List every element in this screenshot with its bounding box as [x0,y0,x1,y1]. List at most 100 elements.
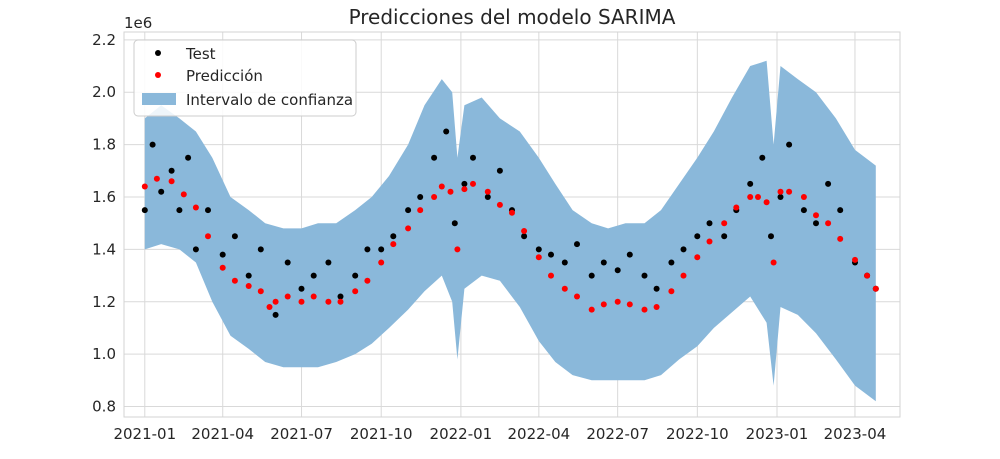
prediction-point [864,272,871,279]
test-point [777,194,784,200]
test-point [158,188,165,195]
prediction-point [626,301,633,308]
prediction-point [447,188,454,195]
test-point [176,207,183,214]
prediction-point [257,288,264,295]
prediction-point [192,204,199,211]
prediction-point [352,288,359,295]
x-tick-label: 2022-04 [508,425,571,443]
test-point [535,246,542,253]
test-point [800,207,807,214]
prediction-point [337,298,344,305]
test-point [706,220,713,227]
prediction-point [325,298,332,305]
prediction-point [521,228,528,234]
test-point [653,285,660,292]
test-point [484,194,491,200]
test-point [205,207,211,214]
prediction-point [813,212,819,219]
test-point [310,272,317,279]
prediction-point [168,178,175,185]
prediction-point [378,259,385,266]
prediction-point [461,186,468,193]
prediction-point [484,188,491,195]
test-point [141,207,148,214]
y-tick-label: 2.0 [92,83,116,101]
test-point [694,233,701,240]
prediction-point [614,298,621,305]
test-point [626,251,633,258]
test-point [786,141,793,148]
prediction-point [219,264,226,271]
prediction-point [509,209,515,216]
test-point [337,293,344,300]
prediction-point [548,272,554,279]
plot-frame [123,31,901,418]
x-tick-label: 2021-10 [350,425,413,443]
test-point [219,251,226,258]
legend-interval-patch [142,93,176,105]
prediction-point [755,194,761,200]
prediction-point [205,233,211,240]
prediction-points [141,175,879,313]
y-tick-label: 1.6 [92,188,116,206]
legend-test-marker [155,50,161,56]
prediction-point [641,306,648,313]
prediction-point [405,225,412,232]
x-tick-label: 2021-07 [270,425,333,443]
y-tick-label: 1.2 [92,293,116,311]
x-tick-labels: 2021-01 2021-04 2021-07 2021-10 2022-01 2022-… [113,425,886,443]
prediction-point [180,191,187,198]
chart-title: Predicciones del modelo SARIMA [349,5,676,29]
prediction-point [496,201,503,208]
prediction-point [284,293,291,300]
x-tick-label: 2021-01 [113,425,176,443]
prediction-point [694,254,701,261]
test-point [168,167,175,174]
test-point [614,267,621,274]
y-tick-label: 0.8 [92,398,116,416]
test-point [364,246,371,253]
prediction-point [588,306,595,313]
prediction-point [721,220,728,227]
prediction-point [245,283,252,289]
prediction-point [141,183,148,190]
x-tick-label: 2023-01 [746,425,809,443]
prediction-point [390,241,397,248]
test-point [431,154,438,161]
test-point [390,233,397,240]
test-point [298,285,305,292]
test-point [574,241,580,248]
prediction-point [747,194,754,200]
prediction-point [231,277,238,284]
prediction-point [454,246,461,253]
x-tick-label: 2022-07 [586,425,649,443]
prediction-point [825,220,832,227]
prediction-point [852,256,858,263]
test-point [417,194,424,200]
test-point [813,220,819,227]
x-tick-label: 2022-10 [666,425,729,443]
prediction-point [653,304,660,310]
test-point [257,246,264,253]
test-point [588,272,595,279]
test-point [548,251,554,258]
test-point [521,233,528,240]
prediction-point [535,254,542,261]
test-point [680,246,687,253]
y-tick-label: 1.0 [92,345,116,363]
test-point [352,272,359,279]
test-point [600,259,607,266]
confidence-interval-area [144,60,876,402]
prediction-point [777,188,784,195]
prediction-point [574,293,580,300]
test-point [378,246,385,253]
prediction-point [763,199,770,206]
prediction-point [417,207,424,214]
legend-prediction-marker [155,72,161,78]
x-tick-label: 2023-04 [824,425,887,443]
prediction-point [431,194,438,200]
test-point [837,207,844,214]
